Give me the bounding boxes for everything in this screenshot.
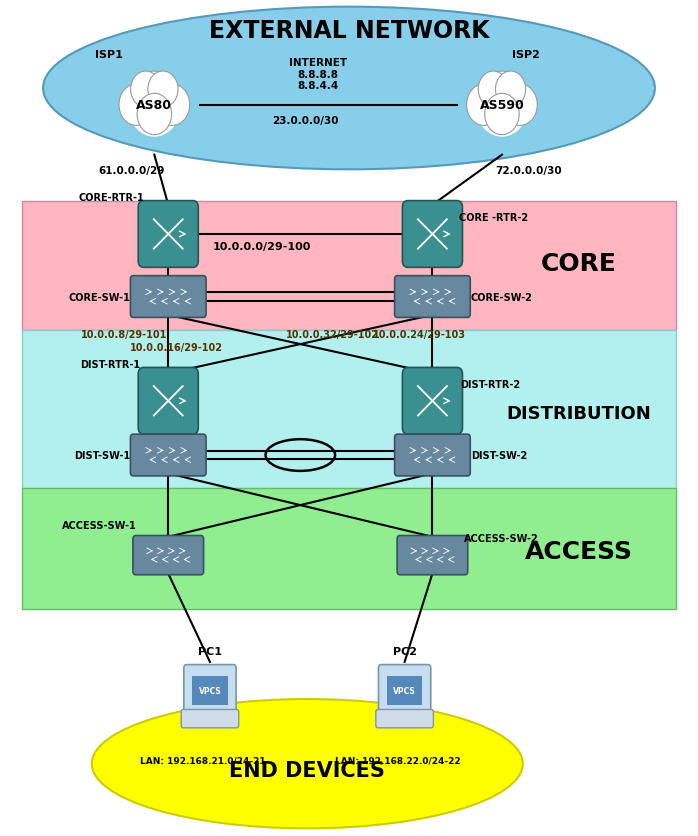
- Text: DIST-RTR-2: DIST-RTR-2: [460, 380, 521, 390]
- Text: DIST-SW-1: DIST-SW-1: [74, 451, 130, 461]
- FancyBboxPatch shape: [397, 536, 468, 575]
- FancyBboxPatch shape: [402, 201, 463, 268]
- FancyBboxPatch shape: [138, 201, 198, 268]
- Circle shape: [503, 85, 537, 126]
- Circle shape: [155, 85, 190, 126]
- Text: 10.0.0.0/29-100: 10.0.0.0/29-100: [213, 242, 311, 252]
- Text: ISP2: ISP2: [512, 50, 540, 60]
- Text: CORE -RTR-2: CORE -RTR-2: [459, 213, 528, 223]
- FancyBboxPatch shape: [22, 201, 676, 330]
- FancyBboxPatch shape: [376, 710, 433, 728]
- Text: LAN: 192.168.22.0/24-22: LAN: 192.168.22.0/24-22: [335, 755, 461, 764]
- Text: 61.0.0.0/29: 61.0.0.0/29: [98, 166, 165, 176]
- Circle shape: [137, 94, 172, 135]
- Circle shape: [132, 72, 177, 125]
- Ellipse shape: [43, 8, 655, 170]
- Text: DIST-SW-2: DIST-SW-2: [470, 451, 527, 461]
- Circle shape: [480, 72, 524, 125]
- Text: VPCS: VPCS: [393, 686, 416, 696]
- Circle shape: [484, 94, 519, 135]
- Circle shape: [466, 85, 501, 126]
- Text: 10.0.0.24/29-103: 10.0.0.24/29-103: [373, 330, 466, 340]
- Text: CORE-SW-2: CORE-SW-2: [470, 293, 533, 302]
- Text: DISTRIBUTION: DISTRIBUTION: [506, 405, 651, 423]
- Text: PC1: PC1: [198, 646, 222, 655]
- Text: CORE: CORE: [540, 252, 616, 276]
- Text: ACCESS-SW-1: ACCESS-SW-1: [62, 521, 137, 531]
- Text: ISP1: ISP1: [95, 50, 123, 60]
- Text: CORE-SW-1: CORE-SW-1: [68, 293, 130, 302]
- FancyBboxPatch shape: [402, 368, 463, 435]
- FancyBboxPatch shape: [131, 277, 206, 318]
- Text: 10.0.0.32/29-102: 10.0.0.32/29-102: [286, 330, 380, 340]
- Text: AS590: AS590: [480, 99, 524, 112]
- Circle shape: [128, 74, 181, 138]
- FancyBboxPatch shape: [138, 368, 198, 435]
- Text: ACCESS: ACCESS: [524, 539, 632, 563]
- Text: CORE-RTR-1: CORE-RTR-1: [78, 193, 144, 203]
- Ellipse shape: [91, 699, 523, 828]
- Circle shape: [475, 74, 528, 138]
- Text: AS80: AS80: [136, 99, 172, 112]
- FancyBboxPatch shape: [394, 435, 470, 477]
- Text: ACCESS-SW-2: ACCESS-SW-2: [463, 534, 538, 543]
- Text: LAN: 192.168.21.0/24-21: LAN: 192.168.21.0/24-21: [140, 755, 266, 764]
- FancyBboxPatch shape: [181, 710, 239, 728]
- Circle shape: [131, 72, 161, 108]
- FancyBboxPatch shape: [22, 330, 676, 489]
- Text: EXTERNAL NETWORK: EXTERNAL NETWORK: [209, 18, 489, 43]
- Text: DIST-RTR-1: DIST-RTR-1: [80, 359, 140, 370]
- Text: INTERNET
8.8.8.8
8.8.4.4: INTERNET 8.8.8.8 8.8.4.4: [289, 59, 347, 91]
- FancyBboxPatch shape: [378, 665, 431, 714]
- FancyBboxPatch shape: [394, 277, 470, 318]
- FancyBboxPatch shape: [131, 435, 206, 477]
- FancyBboxPatch shape: [184, 665, 236, 714]
- Text: PC2: PC2: [392, 646, 417, 655]
- Text: 72.0.0.0/30: 72.0.0.0/30: [495, 166, 562, 176]
- Circle shape: [478, 72, 508, 108]
- FancyBboxPatch shape: [387, 676, 422, 706]
- FancyBboxPatch shape: [22, 489, 676, 609]
- Circle shape: [119, 85, 154, 126]
- Text: VPCS: VPCS: [198, 686, 221, 696]
- Text: END DEVICES: END DEVICES: [230, 760, 385, 780]
- Circle shape: [496, 72, 526, 108]
- Text: 10.0.0.8/29-101: 10.0.0.8/29-101: [82, 330, 168, 340]
- Text: 10.0.0.16/29-102: 10.0.0.16/29-102: [130, 343, 223, 353]
- FancyBboxPatch shape: [192, 676, 228, 706]
- Text: 23.0.0.0/30: 23.0.0.0/30: [272, 116, 339, 126]
- FancyBboxPatch shape: [133, 536, 204, 575]
- Circle shape: [148, 72, 178, 108]
